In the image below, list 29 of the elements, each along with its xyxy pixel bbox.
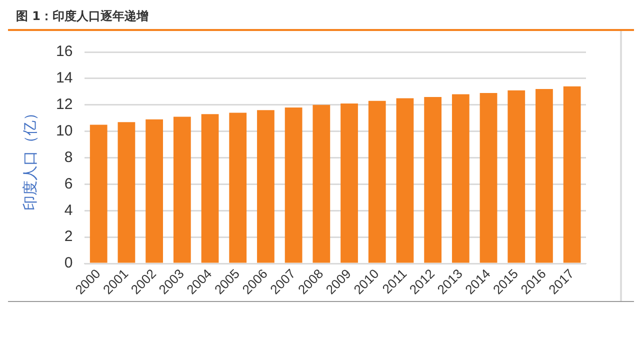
bar bbox=[396, 98, 414, 263]
chart-title: 图 1：印度人口逐年递增 bbox=[8, 8, 634, 31]
bar bbox=[257, 110, 274, 263]
bar bbox=[480, 92, 498, 263]
bar bbox=[146, 119, 163, 263]
bar bbox=[118, 122, 136, 263]
bar bbox=[508, 90, 526, 263]
y-tick-label: 2 bbox=[64, 228, 73, 246]
y-tick-label: 8 bbox=[64, 148, 73, 166]
y-tick-label: 14 bbox=[56, 70, 73, 87]
y-tick-label: 12 bbox=[56, 96, 73, 114]
y-tick-label: 16 bbox=[56, 43, 73, 60]
y-tick-label: 10 bbox=[56, 122, 73, 140]
y-tick-label: 4 bbox=[64, 202, 73, 219]
bar bbox=[340, 104, 358, 263]
y-tick-label: 6 bbox=[64, 175, 73, 192]
bar bbox=[229, 112, 247, 263]
bar bbox=[312, 104, 330, 263]
bar bbox=[536, 89, 553, 263]
bar bbox=[452, 94, 470, 263]
y-tick-label: 0 bbox=[64, 254, 73, 272]
bar bbox=[368, 100, 386, 263]
bar bbox=[563, 86, 581, 263]
y-axis-title: 印度人口（亿） bbox=[20, 105, 39, 210]
bar bbox=[424, 96, 442, 263]
bar bbox=[90, 124, 108, 263]
bar bbox=[201, 114, 219, 263]
bar bbox=[284, 108, 302, 263]
bar bbox=[173, 116, 191, 263]
